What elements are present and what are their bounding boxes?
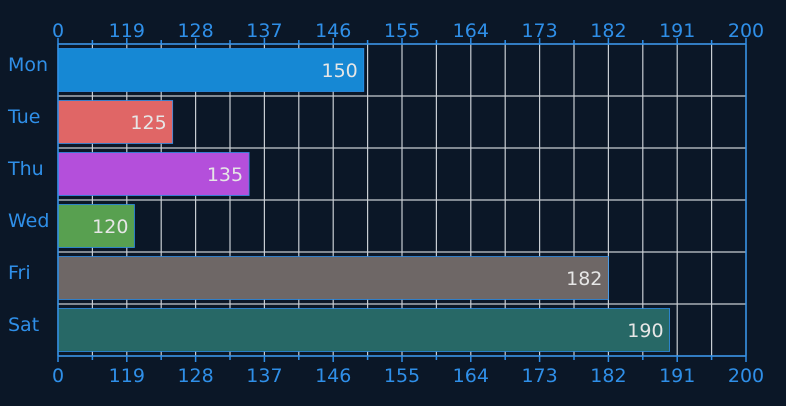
tick-label-bottom: 164: [453, 365, 489, 387]
axes: Mon Tue Thu Wed Fri Sat 0 0 119 119 128 128 137 137 14…: [7, 20, 764, 387]
tick-label-bottom: 0: [52, 365, 64, 387]
tick-label-bottom: 146: [315, 365, 351, 387]
tick-label-bottom: 155: [384, 365, 420, 387]
tick-label-top: 191: [659, 20, 695, 42]
tick-label-bottom: 119: [109, 365, 145, 387]
tick-label-bottom: 173: [521, 365, 557, 387]
tick-label-top: 200: [728, 20, 764, 42]
category-label: Sat: [8, 314, 39, 336]
bar: [57, 100, 174, 144]
data-label: 150: [322, 60, 358, 82]
data-label: 135: [207, 164, 243, 186]
tick-label-bottom: 182: [590, 365, 626, 387]
tick-label-bottom: 137: [246, 365, 282, 387]
bar: [57, 152, 250, 196]
tick-label-bottom: 191: [659, 365, 695, 387]
bar: [57, 204, 135, 248]
tick-label-top: 173: [521, 20, 557, 42]
data-label: 182: [566, 268, 602, 290]
data-label: 190: [627, 320, 663, 342]
tick-label-top: 164: [453, 20, 489, 42]
tick-label-top: 146: [315, 20, 351, 42]
category-label: Thu: [7, 158, 44, 180]
category-label: Mon: [8, 54, 48, 76]
tick-label-top: 155: [384, 20, 420, 42]
bar: [57, 256, 609, 300]
bar: [57, 48, 365, 92]
data-label: 125: [130, 112, 166, 134]
tick-label-top: 119: [109, 20, 145, 42]
data-label: 120: [92, 216, 128, 238]
tick-label-top: 0: [52, 20, 64, 42]
tick-label-top: 128: [177, 20, 213, 42]
category-label: Fri: [8, 262, 31, 284]
tick-label-top: 137: [246, 20, 282, 42]
tick-label-bottom: 200: [728, 365, 764, 387]
tick-label-top: 182: [590, 20, 626, 42]
bar: [57, 308, 670, 352]
category-label: Wed: [8, 210, 49, 232]
tick-label-bottom: 128: [177, 365, 213, 387]
category-label: Tue: [7, 106, 40, 128]
bars: 150 125 135 120 182 190: [57, 48, 670, 352]
